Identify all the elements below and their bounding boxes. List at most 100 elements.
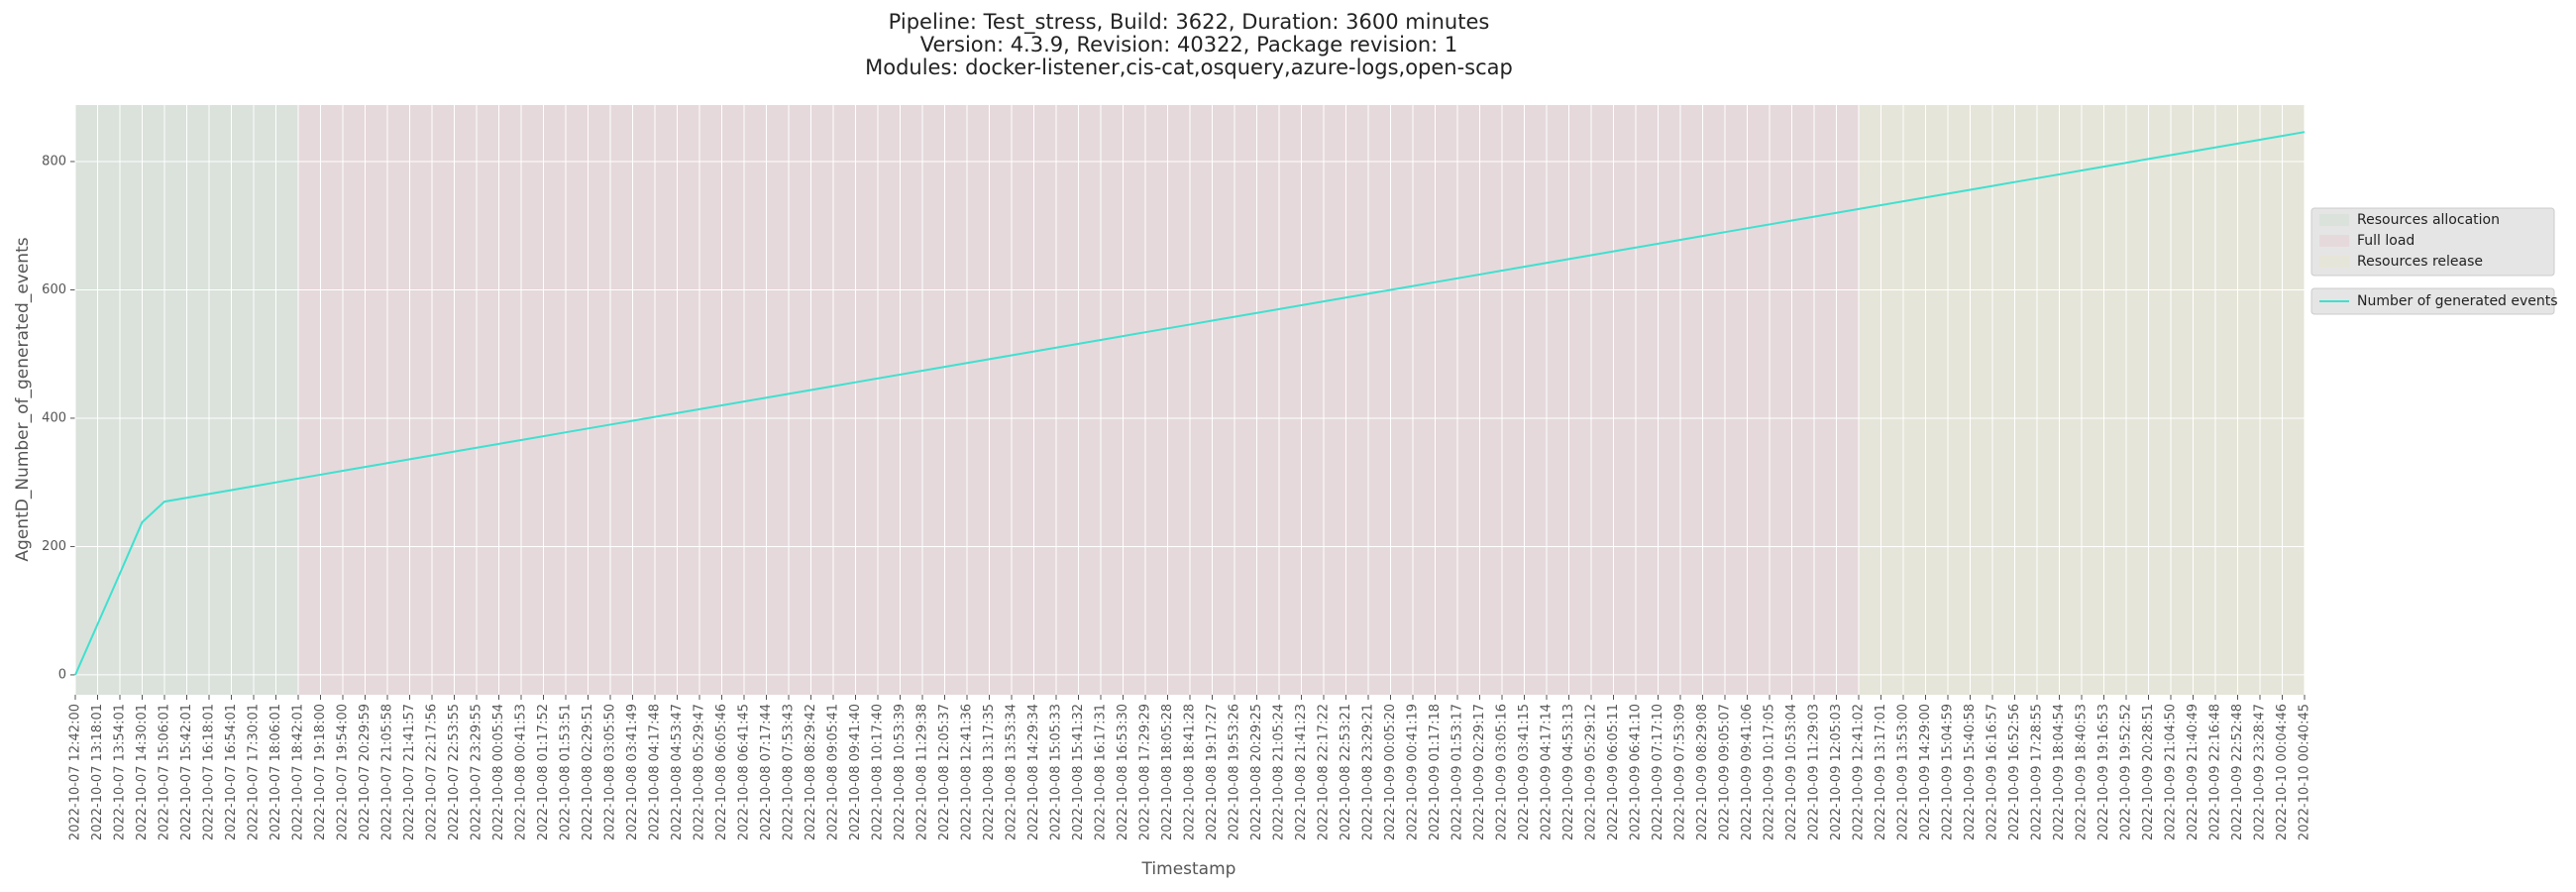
y-tick-label: 0	[58, 667, 66, 682]
x-tick-label: 2022-10-09 20:28:51	[2141, 704, 2156, 840]
x-tick-label: 2022-10-09 10:17:05	[1763, 704, 1777, 840]
x-tick-label: 2022-10-08 03:41:49	[625, 704, 640, 840]
x-tick-label: 2022-10-08 05:29:47	[693, 704, 707, 840]
x-tick-label: 2022-10-07 21:41:57	[402, 704, 417, 840]
x-tick-label: 2022-10-08 15:05:33	[1049, 704, 1064, 840]
x-tick-label: 2022-10-08 13:17:35	[982, 704, 997, 840]
x-tick-label: 2022-10-09 18:40:53	[2075, 704, 2090, 840]
x-tick-label: 2022-10-07 22:17:56	[425, 704, 440, 840]
x-tick-label: 2022-10-08 18:41:28	[1183, 704, 1198, 840]
x-tick-label: 2022-10-07 18:42:01	[291, 704, 306, 840]
x-tick-label: 2022-10-09 11:29:03	[1807, 704, 1822, 840]
x-tick-label: 2022-10-08 22:17:22	[1317, 704, 1332, 840]
x-tick-label: 2022-10-08 19:17:27	[1205, 704, 1220, 840]
x-tick-label: 2022-10-09 21:04:50	[2164, 704, 2179, 840]
y-axis-label: AgentD_Number_of_generated_events	[13, 237, 33, 561]
x-tick-label: 2022-10-09 01:17:18	[1428, 704, 1443, 840]
x-tick-label: 2022-10-08 03:05:50	[603, 704, 618, 840]
data-line	[74, 131, 2306, 676]
x-tick-label: 2022-10-08 01:53:51	[559, 704, 574, 840]
x-tick-label: 2022-10-08 13:53:34	[1005, 704, 1020, 840]
x-tick-label: 2022-10-09 21:40:49	[2186, 704, 2200, 840]
x-tick-label: 2022-10-09 01:53:17	[1450, 704, 1465, 840]
x-tick-label: 2022-10-08 11:29:38	[915, 704, 930, 840]
x-tick-label: 2022-10-09 13:53:00	[1896, 704, 1911, 840]
x-tick-label: 2022-10-07 22:53:55	[447, 704, 462, 840]
x-tick-label: 2022-10-08 12:41:36	[960, 704, 975, 840]
title-line: Version: 4.3.9, Revision: 40322, Package…	[920, 33, 1458, 56]
x-tick-label: 2022-10-09 14:29:00	[1918, 704, 1933, 840]
x-tick-label: 2022-10-09 23:28:47	[2253, 704, 2268, 840]
x-tick-label: 2022-10-07 16:18:01	[202, 704, 217, 840]
x-tick-label: 2022-10-07 13:18:01	[90, 704, 105, 840]
x-tick-label: 2022-10-08 00:41:53	[514, 704, 529, 840]
y-tick-label: 200	[42, 539, 66, 554]
x-tick-label: 2022-10-09 09:41:06	[1740, 704, 1755, 840]
x-tick-label: 2022-10-09 00:05:20	[1383, 704, 1398, 840]
x-tick-label: 2022-10-08 22:53:21	[1339, 704, 1353, 840]
x-tick-label: 2022-10-08 07:17:44	[759, 704, 774, 840]
x-tick-label: 2022-10-08 10:17:40	[871, 704, 886, 840]
x-tick-label: 2022-10-09 19:52:52	[2119, 704, 2134, 840]
legend-box	[2310, 207, 2555, 277]
x-tick-label: 2022-10-07 23:29:55	[470, 704, 484, 840]
x-tick-label: 2022-10-09 04:53:13	[1561, 704, 1576, 840]
legend-box	[2310, 287, 2555, 315]
x-tick-label: 2022-10-09 18:04:54	[2052, 704, 2067, 840]
x-tick-label: 2022-10-10 00:40:45	[2298, 704, 2312, 840]
y-tick-label: 600	[42, 282, 66, 297]
y-tick-label: 800	[42, 154, 66, 168]
x-tick-label: 2022-10-09 22:16:48	[2208, 704, 2223, 840]
x-tick-label: 2022-10-08 19:53:26	[1228, 704, 1242, 840]
legend-label: Full load	[2357, 233, 2415, 249]
x-tick-label: 2022-10-09 04:17:14	[1540, 704, 1555, 840]
x-tick-label: 2022-10-09 03:41:15	[1517, 704, 1532, 840]
x-tick-label: 2022-10-08 00:05:54	[491, 704, 506, 840]
x-tick-label: 2022-10-08 09:41:40	[848, 704, 863, 840]
x-tick-label: 2022-10-09 17:28:55	[2030, 704, 2045, 840]
x-tick-label: 2022-10-07 16:54:01	[224, 704, 239, 840]
legend-patch	[2319, 214, 2349, 226]
x-tick-label: 2022-10-08 18:05:28	[1160, 704, 1175, 840]
x-tick-label: 2022-10-07 17:30:01	[247, 704, 262, 840]
x-tick-label: 2022-10-08 16:53:30	[1116, 704, 1130, 840]
x-tick-label: 2022-10-09 06:05:11	[1606, 704, 1621, 840]
x-tick-label: 2022-10-07 12:42:00	[68, 704, 83, 840]
x-tick-label: 2022-10-08 16:17:31	[1094, 704, 1109, 840]
x-tick-label: 2022-10-08 01:17:52	[536, 704, 551, 840]
x-tick-label: 2022-10-07 13:54:01	[113, 704, 128, 840]
x-tick-label: 2022-10-09 19:16:53	[2096, 704, 2111, 840]
x-tick-label: 2022-10-09 00:41:19	[1406, 704, 1421, 840]
legend-label: Number of generated events	[2357, 293, 2558, 309]
legend-label: Resources allocation	[2357, 212, 2500, 228]
x-tick-label: 2022-10-07 21:05:58	[380, 704, 395, 840]
title-line: Modules: docker-listener,cis-cat,osquery…	[865, 56, 1513, 79]
x-tick-label: 2022-10-08 06:05:46	[714, 704, 729, 840]
x-tick-label: 2022-10-09 12:41:02	[1852, 704, 1867, 840]
y-tick-label: 400	[42, 410, 66, 425]
x-tick-label: 2022-10-08 15:41:32	[1071, 704, 1086, 840]
x-tick-label: 2022-10-07 20:29:59	[358, 704, 373, 840]
x-tick-label: 2022-10-09 15:04:59	[1941, 704, 1956, 840]
x-tick-label: 2022-10-08 10:53:39	[893, 704, 908, 840]
x-tick-label: 2022-10-08 07:53:43	[782, 704, 797, 840]
x-tick-label: 2022-10-09 10:53:04	[1784, 704, 1799, 840]
x-tick-label: 2022-10-09 16:52:56	[2007, 704, 2022, 840]
x-tick-label: 2022-10-08 12:05:37	[937, 704, 952, 840]
x-tick-label: 2022-10-09 22:52:48	[2230, 704, 2245, 840]
x-tick-label: 2022-10-08 23:29:21	[1361, 704, 1376, 840]
x-tick-label: 2022-10-09 12:05:03	[1829, 704, 1844, 840]
x-tick-label: 2022-10-09 15:40:58	[1963, 704, 1978, 840]
x-tick-label: 2022-10-09 16:16:57	[1986, 704, 2000, 840]
x-tick-label: 2022-10-08 06:41:45	[737, 704, 752, 840]
x-tick-label: 2022-10-08 21:05:24	[1272, 704, 1287, 840]
x-tick-label: 2022-10-08 21:41:23	[1294, 704, 1309, 840]
legend-patch	[2319, 235, 2349, 247]
x-tick-label: 2022-10-07 15:06:01	[158, 704, 172, 840]
x-tick-label: 2022-10-07 15:42:01	[179, 704, 194, 840]
x-tick-label: 2022-10-08 17:29:29	[1138, 704, 1153, 840]
legend-patch	[2319, 256, 2349, 268]
x-tick-label: 2022-10-08 02:29:51	[581, 704, 595, 840]
x-tick-label: 2022-10-08 09:05:41	[826, 704, 841, 840]
x-tick-label: 2022-10-08 20:29:25	[1249, 704, 1264, 840]
